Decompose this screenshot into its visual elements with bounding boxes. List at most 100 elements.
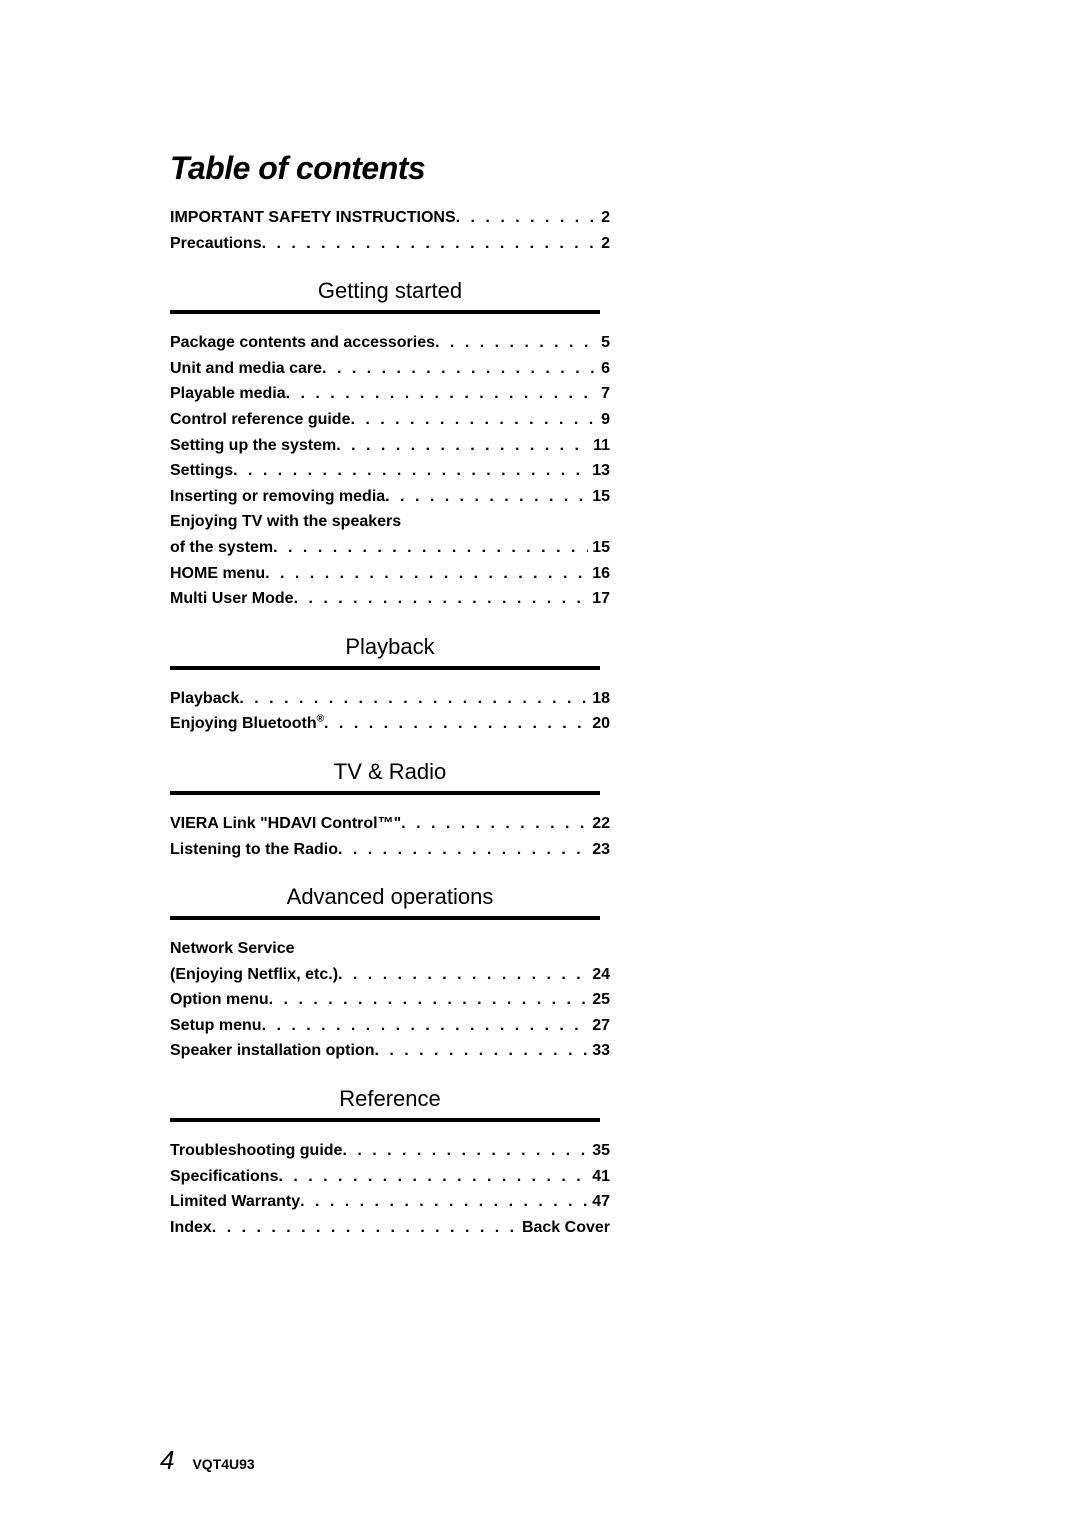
toc-page: 47 xyxy=(588,1189,610,1215)
toc-label: Specifications xyxy=(170,1164,278,1190)
toc-line: IMPORTANT SAFETY INSTRUCTIONS . . . . . … xyxy=(170,205,610,231)
toc-label: Inserting or removing media xyxy=(170,484,385,510)
toc-dots: . . . . . . . . . . . . . . . . . . . . … xyxy=(322,356,597,382)
toc-line: Multi User Mode . . . . . . . . . . . . … xyxy=(170,586,610,612)
toc-page: 11 xyxy=(589,433,610,459)
toc-label: Unit and media care xyxy=(170,356,322,382)
toc-line: Speaker installation option . . . . . . … xyxy=(170,1038,610,1064)
toc-dots: . . . . . . . . . . . . . . . . . . . . … xyxy=(262,1013,589,1039)
toc-page: 20 xyxy=(588,711,610,737)
section-heading: Playback xyxy=(170,634,610,660)
toc-label: Multi User Mode xyxy=(170,586,294,612)
page-label: VQT4U93 xyxy=(192,1456,254,1472)
toc-label: Playable media xyxy=(170,381,286,407)
toc-line: Limited Warranty . . . . . . . . . . . .… xyxy=(170,1189,610,1215)
page-footer: 4 VQT4U93 xyxy=(160,1445,255,1476)
toc-dots: . . . . . . . . . . . . . . . . . . . . … xyxy=(324,711,588,737)
toc-dots: . . . . . . . . . . . . . . . . . . . . … xyxy=(273,535,588,561)
section-rule xyxy=(170,310,600,314)
toc-line: Package contents and accessories . . . .… xyxy=(170,330,610,356)
toc-label: VIERA Link "HDAVI Control™" xyxy=(170,811,401,837)
section-rule xyxy=(170,916,600,920)
toc-page: 22 xyxy=(588,811,610,837)
section-rule xyxy=(170,1118,600,1122)
section-heading: Reference xyxy=(170,1086,610,1112)
toc-dots: . . . . . . . . . . . . . . . . . . . . … xyxy=(338,837,588,863)
sections-block: Getting startedPackage contents and acce… xyxy=(170,278,610,1240)
registered-mark: ® xyxy=(317,714,324,725)
toc-line: of the system . . . . . . . . . . . . . … xyxy=(170,535,610,561)
toc-line: Setup menu . . . . . . . . . . . . . . .… xyxy=(170,1013,610,1039)
toc-line: (Enjoying Netflix, etc.) . . . . . . . .… xyxy=(170,962,610,988)
toc-label: Setup menu xyxy=(170,1013,262,1039)
toc-page: 25 xyxy=(588,987,610,1013)
toc-dots: . . . . . . . . . . . . . . . . . . . . … xyxy=(374,1038,588,1064)
toc-label: Listening to the Radio xyxy=(170,837,338,863)
toc-label: Limited Warranty xyxy=(170,1189,300,1215)
toc-line: Playback . . . . . . . . . . . . . . . .… xyxy=(170,686,610,712)
toc-dots: . . . . . . . . . . . . . . . . . . . . … xyxy=(262,231,598,257)
toc-line: Specifications . . . . . . . . . . . . .… xyxy=(170,1164,610,1190)
toc-page: 7 xyxy=(597,381,610,407)
toc-line: Control reference guide . . . . . . . . … xyxy=(170,407,610,433)
toc-line: Setting up the system . . . . . . . . . … xyxy=(170,433,610,459)
toc-line: Inserting or removing media . . . . . . … xyxy=(170,484,610,510)
toc-line: Playable media . . . . . . . . . . . . .… xyxy=(170,381,610,407)
toc-page: 16 xyxy=(588,561,610,587)
toc-page: 6 xyxy=(597,356,610,382)
toc-line: Enjoying TV with the speakers xyxy=(170,509,610,535)
toc-dots: . . . . . . . . . . . . . . . . . . . . … xyxy=(456,205,597,231)
toc-label: IMPORTANT SAFETY INSTRUCTIONS xyxy=(170,205,456,231)
toc-dots: . . . . . . . . . . . . . . . . . . . . … xyxy=(336,433,589,459)
toc-line: Precautions . . . . . . . . . . . . . . … xyxy=(170,231,610,257)
toc-line: Enjoying Bluetooth® . . . . . . . . . . … xyxy=(170,711,610,737)
toc-page: 2 xyxy=(597,205,610,231)
section-heading: TV & Radio xyxy=(170,759,610,785)
toc-label: Enjoying TV with the speakers xyxy=(170,509,401,535)
toc-label: Index xyxy=(170,1215,212,1241)
intro-block: IMPORTANT SAFETY INSTRUCTIONS . . . . . … xyxy=(170,205,610,256)
toc-page: 13 xyxy=(588,458,610,484)
toc-dots: . . . . . . . . . . . . . . . . . . . . … xyxy=(286,381,597,407)
toc-page: 9 xyxy=(597,407,610,433)
toc-dots: . . . . . . . . . . . . . . . . . . . . … xyxy=(265,561,588,587)
toc-label: of the system xyxy=(170,535,273,561)
toc-page: 5 xyxy=(597,330,610,356)
toc-line: Listening to the Radio . . . . . . . . .… xyxy=(170,837,610,863)
toc-label: Speaker installation option xyxy=(170,1038,374,1064)
toc-line: Option menu . . . . . . . . . . . . . . … xyxy=(170,987,610,1013)
toc-dots: . . . . . . . . . . . . . . . . . . . . … xyxy=(300,1189,588,1215)
toc-dots: . . . . . . . . . . . . . . . . . . . . … xyxy=(278,1164,588,1190)
toc-dots: . . . . . . . . . . . . . . . . . . . . … xyxy=(401,811,588,837)
toc-label: Playback xyxy=(170,686,239,712)
toc-page: 23 xyxy=(588,837,610,863)
toc-page: 15 xyxy=(588,484,610,510)
toc-page: 15 xyxy=(588,535,610,561)
toc-label: Settings xyxy=(170,458,233,484)
toc-line: Index . . . . . . . . . . . . . . . . . … xyxy=(170,1215,610,1241)
toc-content: Table of contents IMPORTANT SAFETY INSTR… xyxy=(170,150,610,1240)
toc-dots: . . . . . . . . . . . . . . . . . . . . … xyxy=(385,484,588,510)
toc-label: Network Service xyxy=(170,936,295,962)
toc-page: 27 xyxy=(588,1013,610,1039)
toc-dots: . . . . . . . . . . . . . . . . . . . . … xyxy=(294,586,589,612)
toc-dots: . . . . . . . . . . . . . . . . . . . . … xyxy=(435,330,597,356)
toc-label: Package contents and accessories xyxy=(170,330,435,356)
toc-label: Enjoying Bluetooth® xyxy=(170,711,324,737)
toc-page: 41 xyxy=(588,1164,610,1190)
toc-page: 24 xyxy=(588,962,610,988)
toc-line: VIERA Link "HDAVI Control™" . . . . . . … xyxy=(170,811,610,837)
toc-dots: . . . . . . . . . . . . . . . . . . . . … xyxy=(350,407,597,433)
toc-dots: . . . . . . . . . . . . . . . . . . . . … xyxy=(269,987,589,1013)
toc-label: Option menu xyxy=(170,987,269,1013)
toc-line: Troubleshooting guide . . . . . . . . . … xyxy=(170,1138,610,1164)
toc-line: HOME menu . . . . . . . . . . . . . . . … xyxy=(170,561,610,587)
toc-dots: . . . . . . . . . . . . . . . . . . . . … xyxy=(338,962,588,988)
toc-page: 33 xyxy=(588,1038,610,1064)
toc-label: Control reference guide xyxy=(170,407,350,433)
toc-line: Unit and media care . . . . . . . . . . … xyxy=(170,356,610,382)
section-rule xyxy=(170,666,600,670)
toc-page: 35 xyxy=(588,1138,610,1164)
toc-dots: . . . . . . . . . . . . . . . . . . . . … xyxy=(239,686,588,712)
toc-page: 18 xyxy=(588,686,610,712)
